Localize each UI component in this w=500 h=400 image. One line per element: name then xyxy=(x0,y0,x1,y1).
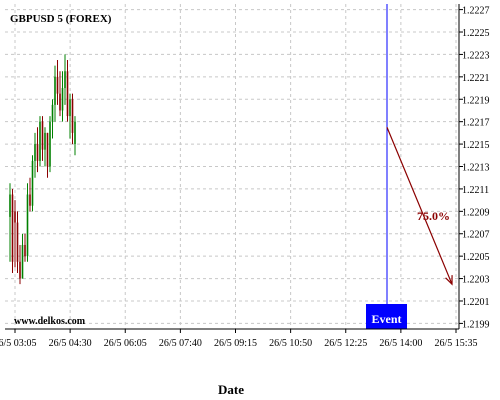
candle-body xyxy=(24,244,26,257)
y-tick-label: 1.2225 xyxy=(462,28,490,39)
candle-body xyxy=(66,71,69,117)
x-tick-label: 26/5 03:05 xyxy=(0,338,37,349)
watermark: www.delkos.com xyxy=(14,316,86,327)
x-axis-label: Date xyxy=(218,382,244,397)
x-tick-label: 26/5 15:35 xyxy=(434,338,477,349)
candle-body xyxy=(21,244,24,279)
candle-body xyxy=(34,144,36,161)
y-tick-label: 1.2211 xyxy=(462,185,489,196)
candle-body xyxy=(11,194,14,262)
x-tick-label: 26/5 10:50 xyxy=(269,338,312,349)
candle-body xyxy=(9,194,11,217)
candle-body xyxy=(26,194,29,257)
y-tick-label: 1.2201 xyxy=(462,297,490,308)
y-tick-label: 1.2209 xyxy=(462,207,490,218)
candle-body xyxy=(74,121,76,145)
y-tick-label: 1.2207 xyxy=(462,230,490,241)
candle-body xyxy=(56,76,59,94)
y-tick-label: 1.2219 xyxy=(462,95,490,106)
candle-body xyxy=(16,222,19,262)
candle-body xyxy=(69,99,71,117)
y-tick-label: 1.2223 xyxy=(462,50,490,61)
candle-body xyxy=(31,160,34,206)
candle-body xyxy=(54,76,56,105)
candle-body xyxy=(49,121,51,167)
axes: 1.2227 1.2225 1.2223 1.2221 1.2219 1.2217 1.22… xyxy=(0,4,490,349)
candle-body xyxy=(46,132,49,167)
candle-body xyxy=(44,132,46,150)
projection-arrowhead xyxy=(445,275,453,286)
y-tick-label: 1.2203 xyxy=(462,275,490,286)
candle-body xyxy=(14,211,16,223)
event-label: Event xyxy=(372,312,402,326)
x-tick-label: 26/5 12:25 xyxy=(324,338,367,349)
candle-body xyxy=(29,194,31,206)
candle-body xyxy=(71,99,74,133)
projection-arrow xyxy=(386,127,453,285)
overlays: Event 75.0% xyxy=(366,4,453,329)
x-tick-label: 26/5 06:05 xyxy=(104,338,147,349)
candle-body xyxy=(19,261,21,279)
candle-body xyxy=(41,121,44,150)
candle-body xyxy=(51,104,54,122)
x-tick-label: 26/5 04:30 xyxy=(49,338,92,349)
chart-title: GBPUSD 5 (FOREX) xyxy=(10,13,112,25)
candle-body xyxy=(36,144,39,161)
y-tick-label: 1.2215 xyxy=(462,140,490,151)
grid xyxy=(5,4,459,329)
y-tick-label: 1.2205 xyxy=(462,252,490,263)
candle-body xyxy=(39,121,41,161)
candle-body xyxy=(64,71,66,89)
y-tick-label: 1.2199 xyxy=(462,319,490,330)
candles xyxy=(9,54,76,285)
y-tick-label: 1.2221 xyxy=(462,73,490,84)
y-tick-label: 1.2213 xyxy=(462,163,490,174)
x-tick-label: 26/5 07:40 xyxy=(159,338,202,349)
x-tick-label: 26/5 09:15 xyxy=(214,338,257,349)
y-tick-label: 1.2227 xyxy=(462,6,490,17)
candle-body xyxy=(59,93,61,111)
projection-percent-label: 75.0% xyxy=(417,209,450,223)
x-tick-label: 26/5 14:00 xyxy=(379,338,422,349)
candle-body xyxy=(61,88,64,111)
event-box xyxy=(366,304,407,329)
y-tick-label: 1.2217 xyxy=(462,118,490,129)
